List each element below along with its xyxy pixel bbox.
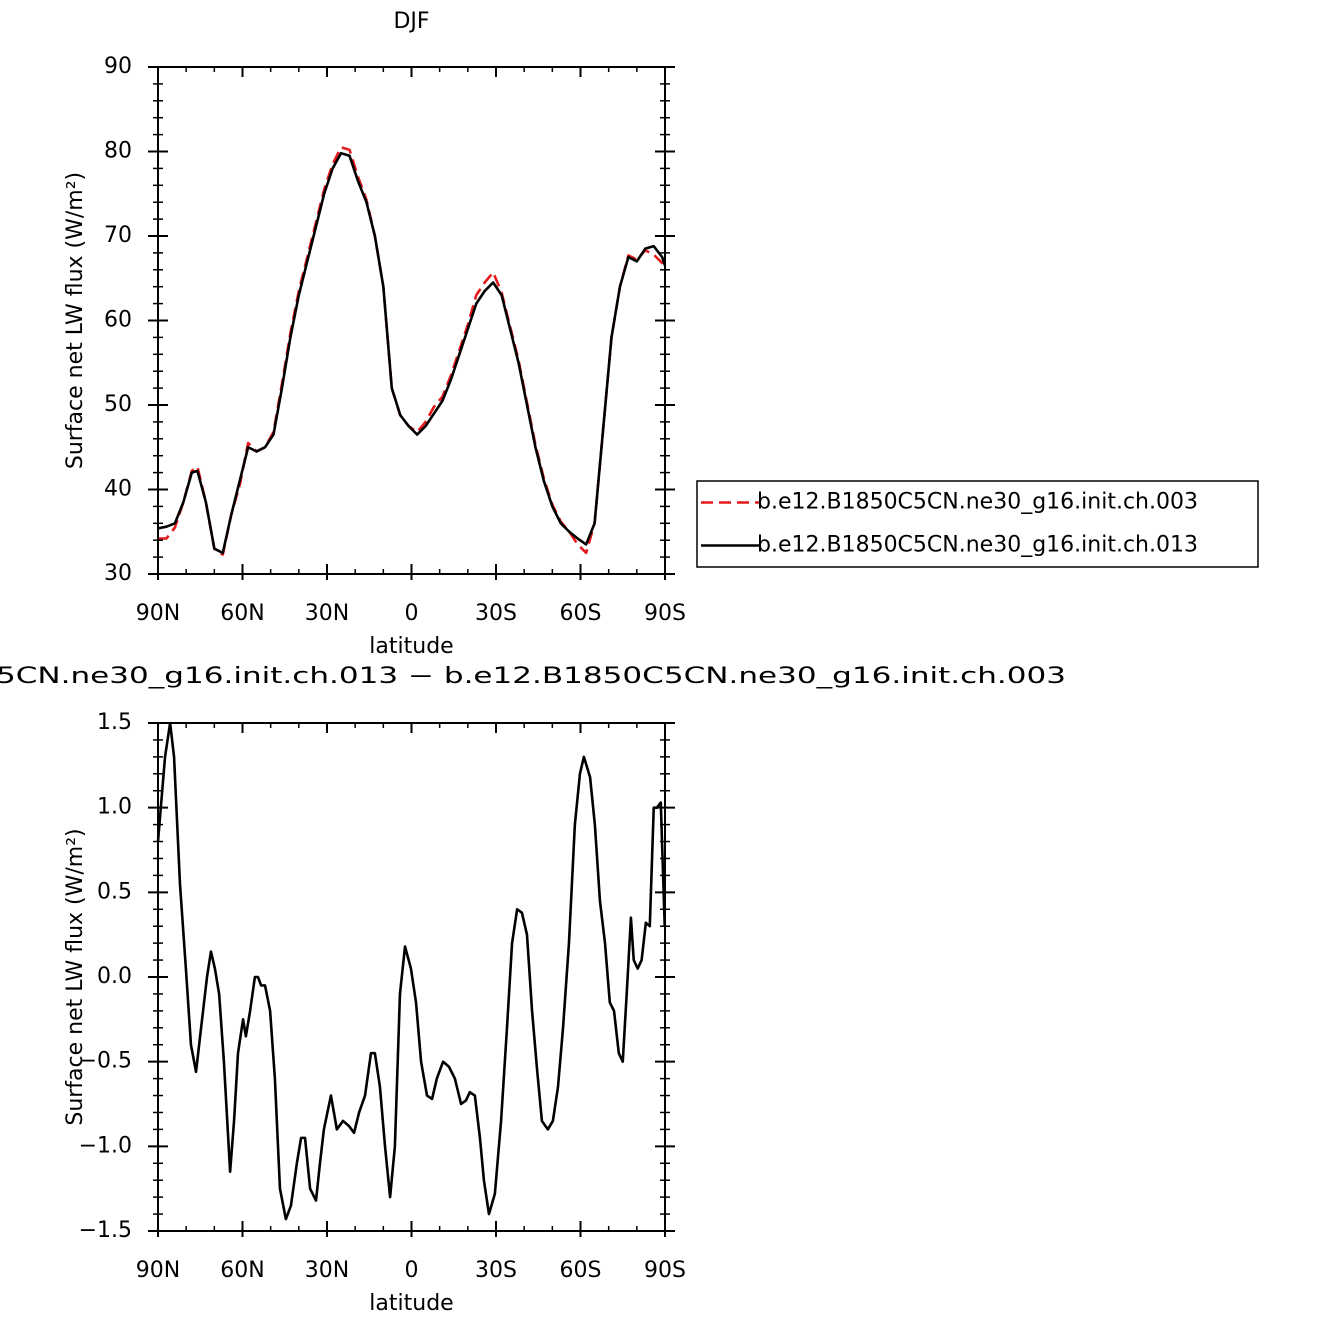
x-tick-label: 90N <box>136 1258 180 1283</box>
y-tick-label: 0.0 <box>97 964 132 989</box>
y-tick-label: 1.5 <box>97 710 132 735</box>
y-tick-label: 60 <box>104 308 132 333</box>
x-tick-label: 60S <box>560 1258 602 1283</box>
y-tick-label: 70 <box>104 223 132 248</box>
data-line <box>157 151 667 555</box>
x-tick-label: 60N <box>220 601 264 626</box>
y-axis-label: Surface net LW flux (W/m²) <box>63 828 88 1125</box>
x-tick-label: 90N <box>136 601 180 626</box>
plot-frame <box>157 66 666 575</box>
data-line <box>158 145 667 556</box>
y-tick-label: 30 <box>104 561 132 586</box>
x-tick-label: 90S <box>644 1258 686 1283</box>
legend-label: b.e12.B1850C5CN.ne30_g16.init.ch.003 <box>757 490 1198 515</box>
y-axis-label: Surface net LW flux (W/m²) <box>63 172 88 469</box>
x-tick-label: 60S <box>560 601 602 626</box>
y-tick-label: −1.0 <box>79 1133 132 1158</box>
y-tick-label: 50 <box>104 392 132 417</box>
x-tick-label: 30N <box>305 601 349 626</box>
legend-label: b.e12.B1850C5CN.ne30_g16.init.ch.013 <box>757 533 1198 558</box>
y-tick-label: 90 <box>104 54 132 79</box>
chart-title: DJF <box>393 9 429 34</box>
y-tick-label: 0.5 <box>97 879 132 904</box>
legend-box <box>696 480 1259 568</box>
x-tick-label: 0 <box>405 1258 419 1283</box>
x-tick-label: 30S <box>475 1258 517 1283</box>
x-axis-label: latitude <box>369 1291 453 1316</box>
chart-title: b.e12.B1850C5CN.ne30_g16.init.ch.013 − b… <box>0 664 1066 689</box>
x-tick-label: 0 <box>405 601 419 626</box>
y-tick-label: 40 <box>104 477 132 502</box>
y-tick-label: 80 <box>104 139 132 164</box>
y-tick-label: −1.5 <box>79 1218 132 1243</box>
data-line <box>156 721 667 1221</box>
y-tick-label: 1.0 <box>97 795 132 820</box>
x-tick-label: 90S <box>644 601 686 626</box>
y-tick-label: −0.5 <box>79 1049 132 1074</box>
x-axis-label: latitude <box>369 634 453 659</box>
x-tick-label: 30S <box>475 601 517 626</box>
x-tick-label: 30N <box>305 1258 349 1283</box>
x-tick-label: 60N <box>220 1258 264 1283</box>
